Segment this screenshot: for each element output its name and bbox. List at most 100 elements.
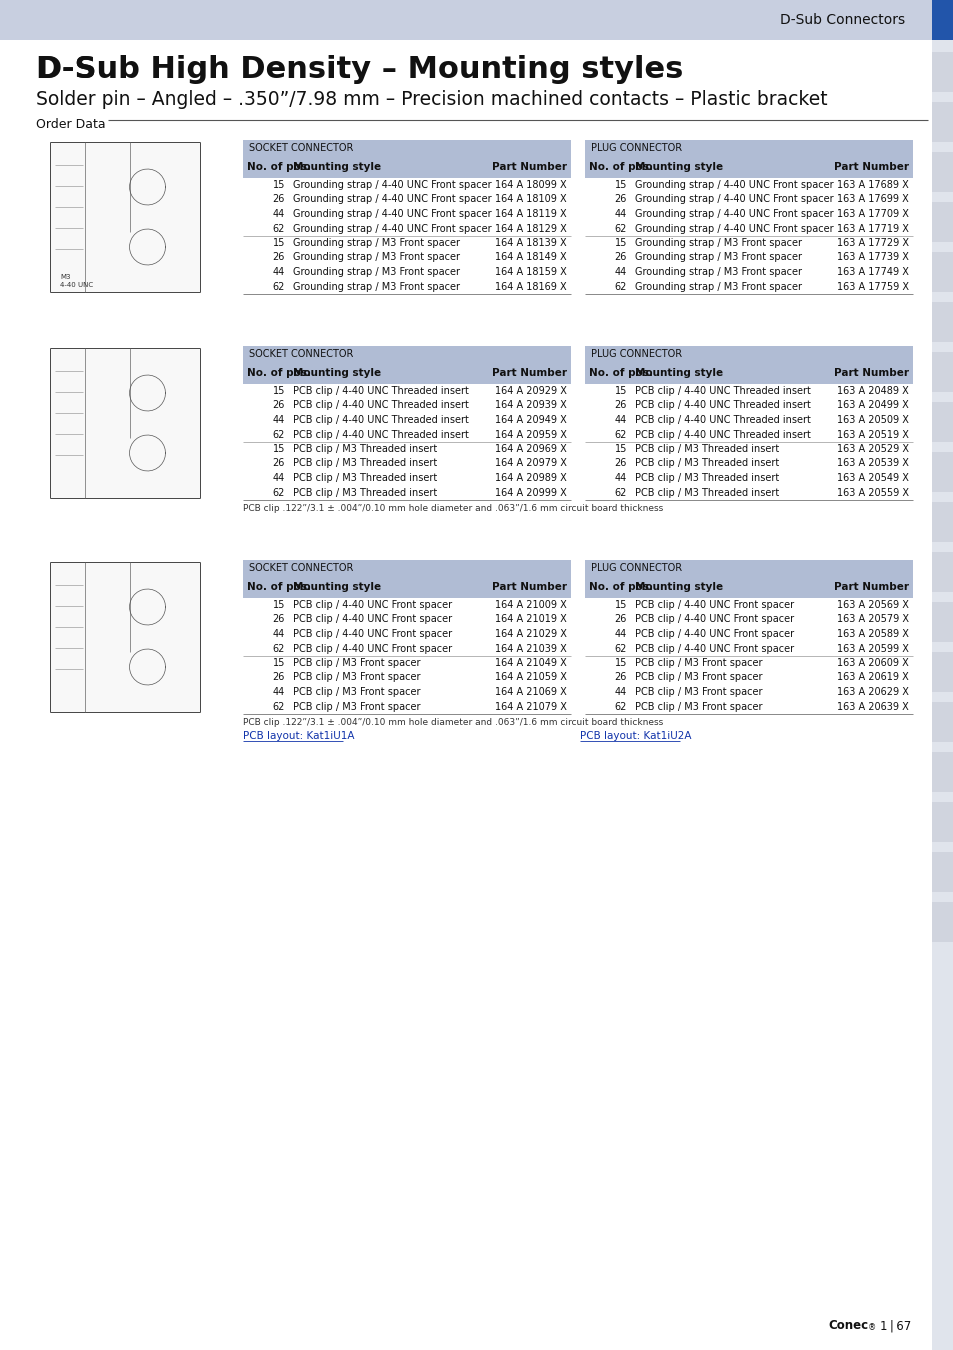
Bar <box>931 352 953 392</box>
Text: Solder pin – Angled – .350”/7.98 mm – Precision machined contacts – Plastic brac: Solder pin – Angled – .350”/7.98 mm – Pr… <box>36 90 827 109</box>
Text: 26: 26 <box>273 401 285 410</box>
Text: PCB clip / M3 Front spacer: PCB clip / M3 Front spacer <box>635 702 761 711</box>
Text: Grounding strap / 4-40 UNC Front spacer: Grounding strap / 4-40 UNC Front spacer <box>293 180 491 190</box>
Text: 164 A 20949 X: 164 A 20949 X <box>495 414 566 425</box>
Text: 15: 15 <box>614 599 626 610</box>
Bar <box>50 562 200 711</box>
Text: Conec: Conec <box>827 1319 867 1332</box>
Text: 62: 62 <box>614 644 626 653</box>
Bar <box>931 602 953 643</box>
Text: 26: 26 <box>614 672 626 683</box>
Text: 164 A 20999 X: 164 A 20999 X <box>495 487 566 498</box>
Bar <box>243 579 571 598</box>
Text: 15: 15 <box>614 238 626 248</box>
Text: 164 A 21059 X: 164 A 21059 X <box>495 672 566 683</box>
Text: 62: 62 <box>273 644 285 653</box>
Text: 164 A 20969 X: 164 A 20969 X <box>495 444 566 454</box>
Bar <box>931 402 953 441</box>
Bar <box>931 53 953 92</box>
Bar <box>931 652 953 693</box>
Text: 164 A 20929 X: 164 A 20929 X <box>495 386 566 396</box>
Text: 62: 62 <box>614 282 626 292</box>
Text: 26: 26 <box>614 252 626 262</box>
Text: PCB clip / M3 Front spacer: PCB clip / M3 Front spacer <box>293 687 420 697</box>
Text: Grounding strap / 4-40 UNC Front spacer: Grounding strap / 4-40 UNC Front spacer <box>635 180 833 190</box>
Text: Part Number: Part Number <box>492 582 566 593</box>
Text: 44: 44 <box>614 209 626 219</box>
Text: 26: 26 <box>273 459 285 468</box>
Text: 163 A 20549 X: 163 A 20549 X <box>836 472 908 483</box>
Text: 15: 15 <box>614 386 626 396</box>
Text: 62: 62 <box>614 487 626 498</box>
Bar <box>931 0 953 40</box>
Text: 163 A 20639 X: 163 A 20639 X <box>837 702 908 711</box>
Text: PCB clip / M3 Threaded insert: PCB clip / M3 Threaded insert <box>635 444 779 454</box>
Text: Mounting style: Mounting style <box>635 582 722 593</box>
Text: 164 A 21009 X: 164 A 21009 X <box>495 599 566 610</box>
Text: 163 A 20559 X: 163 A 20559 X <box>836 487 908 498</box>
Text: PCB clip / 4-40 UNC Front spacer: PCB clip / 4-40 UNC Front spacer <box>635 644 793 653</box>
Text: PCB clip / M3 Front spacer: PCB clip / M3 Front spacer <box>293 672 420 683</box>
Text: Mounting style: Mounting style <box>635 162 722 171</box>
Text: 26: 26 <box>273 194 285 204</box>
Text: 164 A 18149 X: 164 A 18149 X <box>495 252 566 262</box>
Text: PCB clip / M3 Front spacer: PCB clip / M3 Front spacer <box>293 657 420 668</box>
Text: D-Sub High Density – Mounting styles: D-Sub High Density – Mounting styles <box>36 55 682 84</box>
Bar <box>584 560 912 579</box>
Text: PCB clip .122”/3.1 ± .004”/0.10 mm hole diameter and .063”/1.6 mm circuit board : PCB clip .122”/3.1 ± .004”/0.10 mm hole … <box>243 504 662 513</box>
Text: 15: 15 <box>614 180 626 190</box>
Text: 26: 26 <box>273 252 285 262</box>
Text: 15: 15 <box>273 238 285 248</box>
Text: 163 A 20579 X: 163 A 20579 X <box>836 614 908 625</box>
Text: 163 A 17699 X: 163 A 17699 X <box>837 194 908 204</box>
Bar <box>50 348 200 498</box>
Text: 44: 44 <box>614 472 626 483</box>
Text: 15: 15 <box>614 657 626 668</box>
Text: Grounding strap / M3 Front spacer: Grounding strap / M3 Front spacer <box>635 282 801 292</box>
Text: ®: ® <box>867 1323 876 1332</box>
Text: 62: 62 <box>273 224 285 234</box>
Text: 163 A 20599 X: 163 A 20599 X <box>836 644 908 653</box>
Text: 163 A 17729 X: 163 A 17729 X <box>836 238 908 248</box>
Text: 44: 44 <box>614 267 626 277</box>
Text: PCB clip / 4-40 UNC Threaded insert: PCB clip / 4-40 UNC Threaded insert <box>293 386 468 396</box>
Text: 44: 44 <box>273 209 285 219</box>
Text: 44: 44 <box>273 414 285 425</box>
Text: 164 A 21039 X: 164 A 21039 X <box>495 644 566 653</box>
Text: 163 A 20609 X: 163 A 20609 X <box>837 657 908 668</box>
Text: Mounting style: Mounting style <box>293 582 381 593</box>
Text: PCB clip / M3 Threaded insert: PCB clip / M3 Threaded insert <box>293 459 436 468</box>
Text: Part Number: Part Number <box>833 369 908 378</box>
Bar <box>584 346 912 365</box>
Text: Grounding strap / M3 Front spacer: Grounding strap / M3 Front spacer <box>635 267 801 277</box>
Text: D-S: D-S <box>36 55 96 84</box>
Text: Mounting style: Mounting style <box>293 369 381 378</box>
Text: No. of pos.: No. of pos. <box>247 162 311 171</box>
Text: M3: M3 <box>60 274 71 279</box>
Bar <box>931 902 953 942</box>
Text: 163 A 20629 X: 163 A 20629 X <box>836 687 908 697</box>
Text: PLUG CONNECTOR: PLUG CONNECTOR <box>590 143 681 153</box>
Text: 163 A 17739 X: 163 A 17739 X <box>836 252 908 262</box>
Text: 164 A 18169 X: 164 A 18169 X <box>495 282 566 292</box>
Text: Grounding strap / 4-40 UNC Front spacer: Grounding strap / 4-40 UNC Front spacer <box>293 209 491 219</box>
Text: PCB clip / 4-40 UNC Threaded insert: PCB clip / 4-40 UNC Threaded insert <box>635 386 810 396</box>
Bar <box>931 452 953 491</box>
Text: 163 A 20499 X: 163 A 20499 X <box>837 401 908 410</box>
Text: 164 A 21079 X: 164 A 21079 X <box>495 702 566 711</box>
Text: PCB clip / M3 Threaded insert: PCB clip / M3 Threaded insert <box>293 487 436 498</box>
Text: Grounding strap / M3 Front spacer: Grounding strap / M3 Front spacer <box>293 252 459 262</box>
Text: PCB clip / M3 Front spacer: PCB clip / M3 Front spacer <box>635 687 761 697</box>
Text: PCB clip / M3 Threaded insert: PCB clip / M3 Threaded insert <box>635 487 779 498</box>
Text: PCB clip / 4-40 UNC Threaded insert: PCB clip / 4-40 UNC Threaded insert <box>635 429 810 440</box>
Text: 44: 44 <box>614 414 626 425</box>
Text: No. of pos.: No. of pos. <box>247 369 311 378</box>
Text: PCB clip / 4-40 UNC Threaded insert: PCB clip / 4-40 UNC Threaded insert <box>635 414 810 425</box>
Text: 62: 62 <box>273 429 285 440</box>
Text: D-Sub Connectors: D-Sub Connectors <box>780 14 904 27</box>
Text: SOCKET CONNECTOR: SOCKET CONNECTOR <box>249 143 353 153</box>
Text: 62: 62 <box>614 429 626 440</box>
Text: 44: 44 <box>614 629 626 639</box>
Text: 4-40 UNC: 4-40 UNC <box>60 282 93 288</box>
Text: 62: 62 <box>614 702 626 711</box>
